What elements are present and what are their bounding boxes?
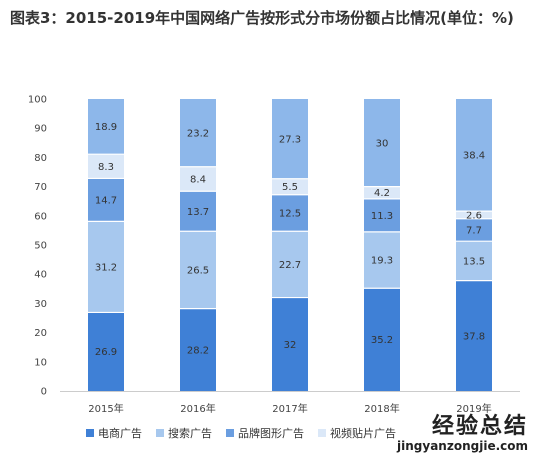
bar-segment [88,99,124,155]
bar-segment [364,288,400,391]
data-label: 37.8 [463,331,485,342]
bar-segment [364,198,400,232]
legend: 电商广告 搜索广告 品牌图形广告 视频贴片广告 [86,424,410,442]
data-label: 12.5 [279,209,301,220]
legend-item: 电商广告 [86,425,142,441]
bar-segment [456,211,492,219]
bar-segment [88,312,124,391]
bar-segment [180,166,216,192]
watermark-brand: 经验总结 [431,414,528,439]
y-tick-label: 50 [34,241,47,252]
data-label: 5.5 [282,182,298,193]
data-label: 8.3 [98,162,114,173]
data-label: 23.2 [187,128,209,139]
bar-segment [180,99,216,167]
data-label: 14.7 [95,195,117,206]
x-tick-label: 2018年 [364,402,399,415]
data-label: 4.2 [374,188,390,199]
data-label: 8.4 [190,175,206,186]
y-tick-label: 90 [34,124,47,135]
legend-label: 品牌图形广告 [238,427,304,440]
chart-title: 图表3：2015-2019年中国网络广告按形式分市场份额占比情况(单位：%) [10,9,514,27]
bar-segment [272,99,308,179]
bar-segment [88,178,124,222]
y-tick-label: 80 [34,153,47,164]
data-label: 7.7 [466,225,482,236]
data-label: 13.5 [463,256,485,267]
legend-item: 搜索广告 [156,425,212,441]
legend-label: 搜索广告 [168,427,212,440]
data-label: 38.4 [463,151,485,162]
bar-segment [88,221,124,313]
bar-segment [456,280,492,391]
bar-segment [456,218,492,242]
x-tick-label: 2015年 [88,402,123,415]
legend-label: 电商广告 [98,427,142,440]
legend-swatch [156,429,164,437]
data-label: 13.7 [187,207,209,218]
data-label: 30 [376,138,389,149]
bar-segment [364,231,400,289]
y-tick-label: 10 [34,357,47,368]
data-label: 2.6 [466,210,482,221]
bar-segment [272,297,308,391]
x-tick-label: 2017年 [272,402,307,415]
y-tick-label: 70 [34,182,47,193]
bars: 26.9 31.2 14.7 8.3 18.9 28.2 26.5 13.7 8.4 23.2 32… [88,99,492,391]
x-axis: 2015年 2016年 2017年 2018年 2019年 [60,391,520,415]
y-tick-label: 40 [34,270,47,281]
data-label: 19.3 [371,256,393,267]
y-tick-label: 20 [34,328,47,339]
legend-swatch [318,429,326,437]
y-tick-label: 100 [28,95,47,106]
data-label: 26.9 [95,347,117,358]
data-label: 18.9 [95,122,117,133]
legend-item: 品牌图形广告 [226,425,304,441]
legend-swatch [226,429,234,437]
data-label: 32 [284,340,297,351]
y-axis: 0 10 20 30 40 50 60 70 80 90 100 [28,95,47,398]
bar-segment [364,99,400,187]
bar-segment [88,154,124,179]
bar-segment [456,241,492,281]
y-tick-label: 60 [34,211,47,222]
x-tick-label: 2016年 [180,402,215,415]
watermark-url: jingyanzongjie.com [397,439,528,453]
y-tick-label: 0 [41,387,47,398]
data-label: 31.2 [95,262,117,273]
data-label: 28.2 [187,345,209,356]
data-label: 26.5 [187,265,209,276]
watermark: 经验总结 jingyanzongjie.com [397,414,528,454]
bar-segment [180,308,216,391]
data-label: 11.3 [371,211,393,222]
bar-segment [364,186,400,199]
data-label: 35.2 [371,335,393,346]
bar-segment [272,231,308,298]
legend-item: 视频贴片广告 [318,425,396,441]
bar-segment [180,191,216,232]
x-tick-label: 2019年 [456,402,491,415]
bar-segment [456,99,492,212]
bar-segment [180,231,216,309]
bar-segment [272,178,308,195]
data-label: 22.7 [279,260,301,271]
data-label: 27.3 [279,134,301,145]
legend-label: 视频贴片广告 [330,427,396,440]
bar-segment [272,194,308,232]
y-tick-label: 30 [34,299,47,310]
legend-swatch [86,429,94,437]
